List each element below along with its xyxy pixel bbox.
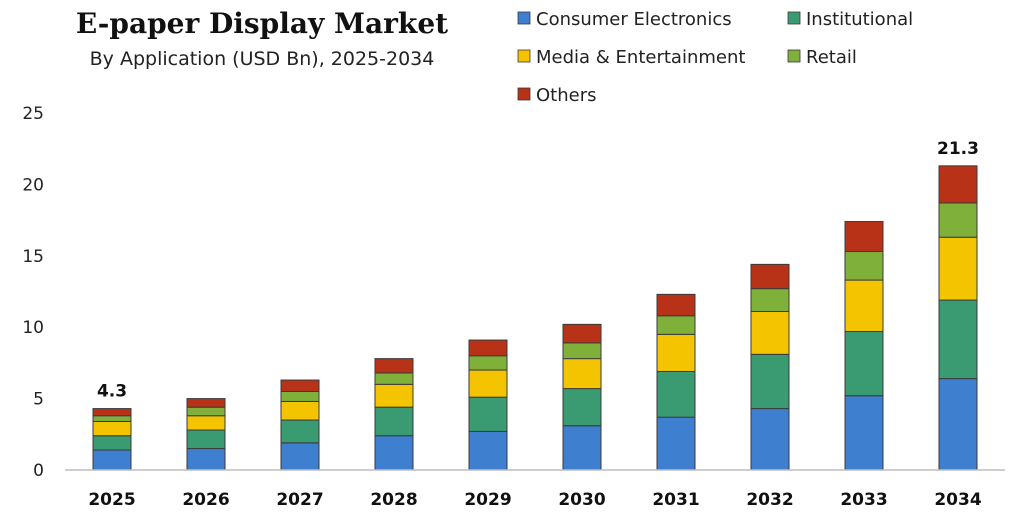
bar-segment [280,379,320,392]
legend-swatch [517,49,531,63]
bar-segment [750,353,790,410]
bar-segment [656,370,696,418]
data-labels: 4.3 21.3 [97,139,979,402]
legend-label: Others [536,85,597,106]
y-tick-label: 15 [22,247,44,267]
x-tick-label: 2028 [370,490,417,510]
bar-segment [374,435,414,471]
legend-swatch [517,11,531,25]
bar-segment [844,330,884,397]
bar-segment [562,358,602,390]
legend-swatch [787,49,801,63]
x-tick-label: 2025 [88,490,135,510]
x-tick-label: 2026 [182,490,229,510]
bar-segment [374,358,414,374]
bar-segment [844,395,884,471]
bar-segment [374,372,414,385]
bar-segment [468,430,508,471]
bar-segment [186,398,226,408]
bar-segment [750,310,790,355]
bar-segment [938,236,978,301]
bar-segment [750,263,790,290]
chart-subtitle: By Application (USD Bn), 2025-2034 [90,48,435,70]
bar-segment [186,448,226,471]
x-tick-label: 2032 [746,490,793,510]
legend-label: Retail [806,47,857,68]
x-axis: 2025 2026 2027 2028 2029 2030 2031 2032 2033 2034 [88,490,981,510]
bar-segment [186,429,226,450]
bar-segment [92,415,132,422]
bar-segment [656,333,696,372]
bars [92,165,978,471]
bar-segment [750,408,790,471]
y-tick-label: 5 [33,390,44,410]
bar-segment [280,400,320,421]
bar-segment [938,165,978,204]
y-tick-label: 10 [22,318,44,338]
bar-segment [938,378,978,471]
chart-title: E-paper Display Market [76,7,448,40]
bar-segment [468,355,508,371]
y-axis: 0 5 10 15 20 25 [22,104,44,481]
bar-segment [938,299,978,380]
legend: Consumer Electronics Institutional Media &… [517,9,913,106]
bar-segment [562,425,602,471]
bar-segment [186,406,226,417]
bar-segment [92,449,132,471]
bar-segment [562,388,602,427]
legend-swatch [517,87,531,101]
bar-segment [844,279,884,332]
x-tick-label: 2034 [934,490,981,510]
x-tick-label: 2027 [276,490,323,510]
x-tick-label: 2029 [464,490,511,510]
y-tick-label: 0 [33,461,44,481]
bar-segment [92,435,132,451]
bar-segment [468,396,508,432]
data-label: 4.3 [97,382,127,402]
bar-segment [562,323,602,344]
bar-segment [92,420,132,437]
bar-segment [656,416,696,471]
bar-segment [844,251,884,281]
bar-segment [750,288,790,312]
bar-segment [844,221,884,253]
data-label: 21.3 [937,139,979,159]
bar-segment [938,202,978,238]
bar-segment [656,315,696,335]
bar-segment [92,408,132,417]
bar-segment [656,293,696,317]
bar-segment [280,442,320,471]
bar-segment [468,339,508,357]
bar-segment [280,390,320,402]
legend-label: Consumer Electronics [536,9,732,30]
bar-segment [468,369,508,398]
legend-label: Institutional [806,9,913,30]
y-tick-label: 20 [22,175,44,195]
bar-segment [374,383,414,408]
y-tick-label: 25 [22,104,44,124]
bar-segment [280,419,320,444]
legend-label: Media & Entertainment [536,47,745,68]
bar-segment [562,342,602,360]
x-tick-label: 2030 [558,490,605,510]
bar-segment [186,415,226,431]
bar-segment [374,406,414,437]
x-tick-label: 2031 [652,490,699,510]
x-tick-label: 2033 [840,490,887,510]
legend-swatch [787,11,801,25]
